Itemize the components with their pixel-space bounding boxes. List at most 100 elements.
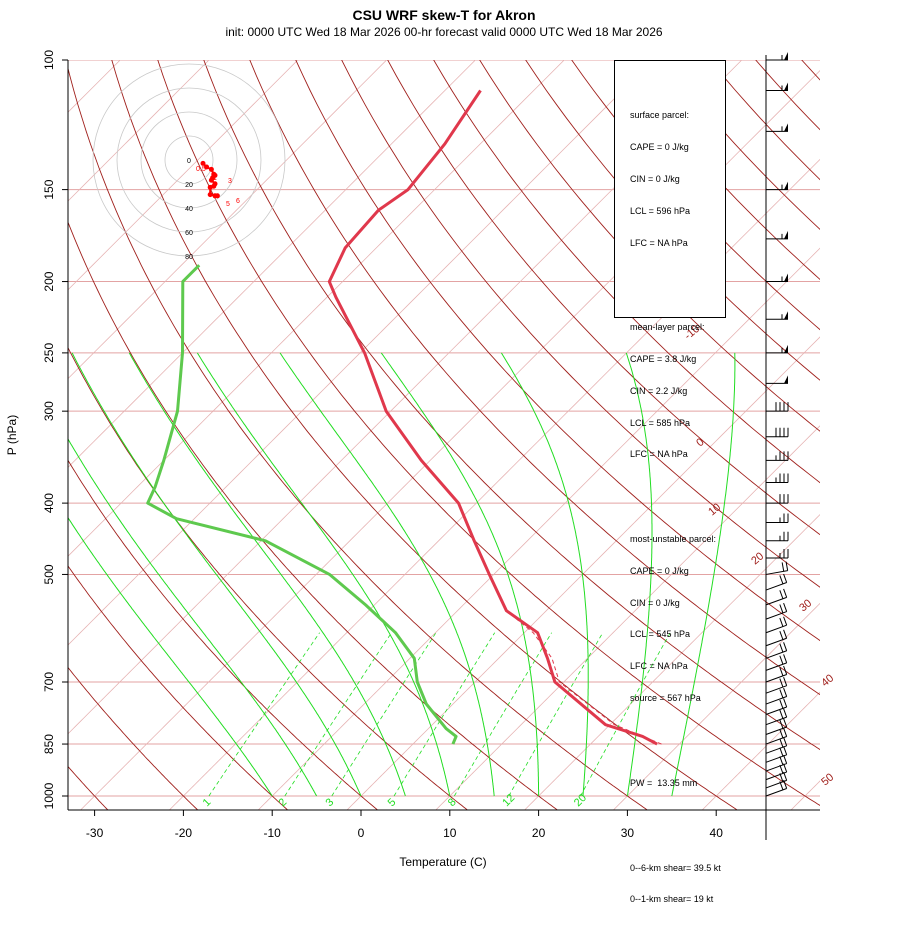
info-line: LCL = 596 hPa (630, 206, 725, 217)
hodograph-point-label: 0.5 (196, 166, 206, 173)
wind-barb-staff (766, 583, 787, 591)
wind-barb (766, 589, 787, 605)
info-line: CAPE = 3.8 J/kg (630, 354, 725, 365)
isotherm-label: 50 (819, 771, 836, 788)
info-line: LFC = NA hPa (630, 238, 725, 249)
dry-adiabat-line (787, 44, 900, 812)
wind-barb-feather (780, 700, 783, 708)
wind-barb-staff (766, 717, 787, 725)
wind-barb-feather (784, 688, 787, 696)
info-line: source = 567 hPa (630, 693, 725, 704)
wind-barb-staff (766, 788, 787, 796)
hodograph-point (208, 185, 213, 190)
wind-barb-feather (780, 618, 783, 626)
isotherm-label: 40 (819, 672, 836, 689)
wind-barb-staff (766, 772, 787, 780)
hodograph-ring-label: 60 (185, 230, 193, 237)
mixing-ratio-label: 20 (572, 792, 589, 809)
wind-barb-staff (766, 638, 787, 646)
info-line: CAPE = 0 J/kg (630, 566, 725, 577)
info-line: PW = 13.35 mm (630, 778, 725, 789)
precipitable-water-block: PW = 13.35 mm (630, 757, 725, 810)
wind-barb-feather (780, 605, 783, 613)
wind-barb-feather (784, 574, 787, 582)
wind-barb (766, 699, 787, 715)
wind-barb-feather (784, 617, 787, 625)
mixing-ratio-label: 3 (323, 796, 336, 809)
mean-layer-parcel-block: mean-layer parcel: CAPE = 3.8 J/kg CIN =… (630, 301, 725, 481)
x-tick-label: 0 (358, 826, 365, 840)
hodograph-ring-label: 40 (185, 206, 193, 213)
wind-barb (766, 755, 787, 771)
wind-barb (766, 428, 788, 437)
wind-barb-staff (766, 625, 787, 633)
wind-barb (766, 603, 787, 619)
info-line: LCL = 545 hPa (630, 629, 725, 640)
hodograph-point (209, 167, 214, 172)
wind-barb-feather (784, 642, 787, 650)
wind-barb-feather (780, 631, 783, 639)
wind-barb (766, 562, 788, 575)
hodograph-ring-label: 0 (187, 158, 191, 165)
isotherm-line (701, 44, 900, 812)
info-line: CIN = 0 J/kg (630, 174, 725, 185)
isotherm-line (0, 44, 403, 812)
plot-area (0, 44, 900, 812)
hodograph-point-label: 1 (213, 175, 217, 182)
wind-barb-feather (780, 710, 783, 718)
x-tick-label: -10 (264, 826, 282, 840)
mixing-ratio-line (454, 633, 551, 796)
hodograph-ring-label: 20 (185, 182, 193, 189)
x-tick-label: -20 (175, 826, 193, 840)
wind-barb-flag (784, 123, 788, 131)
shear-block: 0--6-km shear= 39.5 kt 0--1-km shear= 19… (630, 841, 725, 926)
wind-barb-feather (784, 755, 787, 763)
hodograph-point-label: 3 (228, 178, 232, 185)
isotherm-line (0, 44, 581, 812)
temperature-line (329, 91, 657, 745)
y-tick-label: 150 (42, 179, 56, 199)
wind-barb (766, 451, 788, 460)
dry-adiabat-line (832, 44, 900, 812)
wind-barb-feather (780, 644, 783, 652)
dry-adiabat-line (878, 44, 900, 812)
hodograph-point-label: 5 (226, 201, 230, 208)
wind-barb-feather (784, 654, 787, 662)
wind-barb (766, 513, 788, 522)
wind-barb (766, 274, 788, 282)
y-tick-label: 200 (42, 271, 56, 291)
y-tick-label: 700 (42, 672, 56, 692)
wind-barb-flag (784, 182, 788, 190)
wind-barb-feather (784, 728, 787, 736)
wind-barb (766, 532, 788, 541)
dry-adiabat-line (289, 44, 900, 812)
wind-barb (766, 402, 788, 411)
y-axis-label: P (hPa) (5, 405, 19, 465)
wind-barb-feather (780, 590, 783, 598)
wind-barb (766, 52, 788, 60)
wind-barb-feather (784, 630, 787, 638)
info-line: LFC = NA hPa (630, 661, 725, 672)
wind-barb (766, 311, 788, 319)
isotherm-line (789, 44, 900, 812)
info-line: CIN = 0 J/kg (630, 598, 725, 609)
wind-barb (766, 345, 788, 353)
wind-barb-feather (780, 739, 783, 747)
isotherm-line (0, 44, 314, 812)
y-tick-label: 100 (42, 50, 56, 70)
x-axis-label: Temperature (C) (343, 855, 543, 869)
y-tick-label: 850 (42, 734, 56, 754)
wind-barb-flag (784, 82, 788, 90)
info-line: most-unstable parcel: (630, 534, 725, 545)
info-line: 0--6-km shear= 39.5 kt (630, 863, 725, 874)
wind-barb-flag (784, 274, 788, 282)
info-line: mean-layer parcel: (630, 322, 725, 333)
wind-barb-staff (766, 737, 787, 745)
wind-barb-staff (766, 764, 787, 772)
mixing-ratio-label: 5 (386, 796, 399, 809)
info-line: surface parcel: (630, 110, 725, 121)
wind-barb (766, 677, 787, 693)
wind-barb (766, 746, 787, 762)
y-tick-label: 300 (42, 401, 56, 421)
wind-barb-feather (780, 748, 783, 756)
